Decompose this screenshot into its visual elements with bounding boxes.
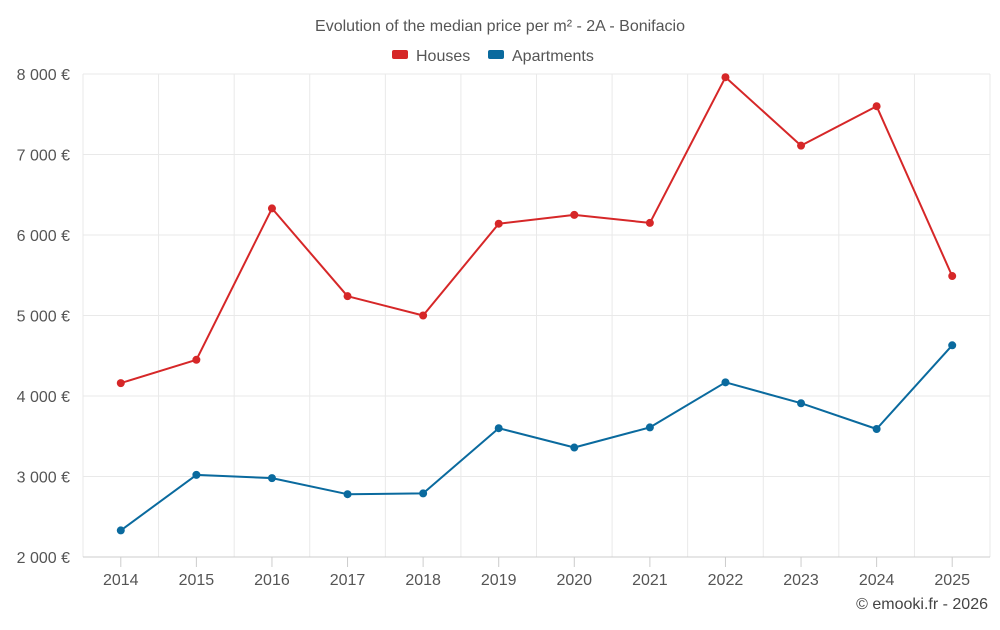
data-point-apartments-2017[interactable] bbox=[343, 490, 352, 499]
data-point-apartments-2015[interactable] bbox=[192, 470, 201, 479]
x-tick-label: 2019 bbox=[481, 572, 517, 589]
x-tick-label: 2024 bbox=[859, 572, 895, 589]
legend-item-apartments[interactable]: Apartments bbox=[488, 48, 594, 65]
data-point-houses-2023[interactable] bbox=[797, 141, 806, 150]
grid bbox=[82, 73, 991, 558]
data-point-apartments-2014[interactable] bbox=[116, 526, 125, 535]
y-tick-label: 6 000 € bbox=[17, 228, 70, 245]
data-point-apartments-2016[interactable] bbox=[267, 474, 276, 483]
x-axis-ticks: 2014 2015 2016 2017 2018 2019 2020 2021 2022 2023… bbox=[103, 557, 970, 589]
data-point-apartments-2025[interactable] bbox=[948, 341, 957, 350]
data-point-houses-2017[interactable] bbox=[343, 292, 352, 301]
data-point-houses-2021[interactable] bbox=[645, 218, 654, 227]
data-point-houses-2014[interactable] bbox=[116, 379, 125, 388]
data-point-houses-2015[interactable] bbox=[192, 355, 201, 364]
data-point-houses-2024[interactable] bbox=[872, 102, 881, 111]
data-point-houses-2016[interactable] bbox=[267, 204, 276, 213]
legend: Houses Apartments bbox=[392, 48, 594, 65]
legend-item-houses[interactable]: Houses bbox=[392, 48, 470, 65]
x-tick-label: 2022 bbox=[708, 572, 744, 589]
y-tick-label: 8 000 € bbox=[17, 67, 70, 84]
y-axis-ticks: 2 000 € 3 000 € 4 000 € 5 000 € 6 000 € 7 000… bbox=[17, 67, 70, 567]
y-tick-label: 5 000 € bbox=[17, 309, 70, 326]
data-point-apartments-2020[interactable] bbox=[570, 443, 579, 452]
legend-label-houses: Houses bbox=[416, 48, 470, 65]
legend-swatch-apartments bbox=[488, 50, 504, 59]
legend-label-apartments: Apartments bbox=[512, 48, 594, 65]
series-line-apartments bbox=[120, 344, 953, 532]
data-point-apartments-2023[interactable] bbox=[797, 399, 806, 408]
chart-title: Evolution of the median price per m² - 2… bbox=[315, 18, 685, 35]
data-point-apartments-2018[interactable] bbox=[419, 489, 428, 498]
data-point-houses-2019[interactable] bbox=[494, 219, 503, 228]
y-tick-label: 7 000 € bbox=[17, 148, 70, 165]
data-point-apartments-2019[interactable] bbox=[494, 424, 503, 433]
series-line-houses bbox=[120, 76, 954, 385]
x-tick-label: 2021 bbox=[632, 572, 668, 589]
x-tick-label: 2025 bbox=[934, 572, 970, 589]
y-tick-label: 4 000 € bbox=[17, 389, 70, 406]
data-point-houses-2018[interactable] bbox=[419, 311, 428, 320]
x-tick-label: 2018 bbox=[405, 572, 441, 589]
data-point-apartments-2024[interactable] bbox=[872, 425, 881, 434]
x-tick-label: 2016 bbox=[254, 572, 290, 589]
data-point-apartments-2022[interactable] bbox=[721, 378, 730, 387]
x-tick-label: 2020 bbox=[556, 572, 592, 589]
series bbox=[116, 73, 957, 535]
data-point-houses-2025[interactable] bbox=[948, 272, 957, 281]
data-point-houses-2022[interactable] bbox=[721, 73, 730, 82]
x-tick-label: 2014 bbox=[103, 572, 139, 589]
x-tick-label: 2023 bbox=[783, 572, 819, 589]
data-point-apartments-2021[interactable] bbox=[645, 423, 654, 432]
data-point-houses-2020[interactable] bbox=[570, 210, 579, 219]
legend-swatch-houses bbox=[392, 50, 408, 59]
x-tick-label: 2017 bbox=[330, 572, 366, 589]
y-tick-label: 2 000 € bbox=[17, 550, 70, 567]
credit-text: © emooki.fr - 2026 bbox=[856, 596, 988, 613]
x-tick-label: 2015 bbox=[179, 572, 215, 589]
y-tick-label: 3 000 € bbox=[17, 470, 70, 487]
